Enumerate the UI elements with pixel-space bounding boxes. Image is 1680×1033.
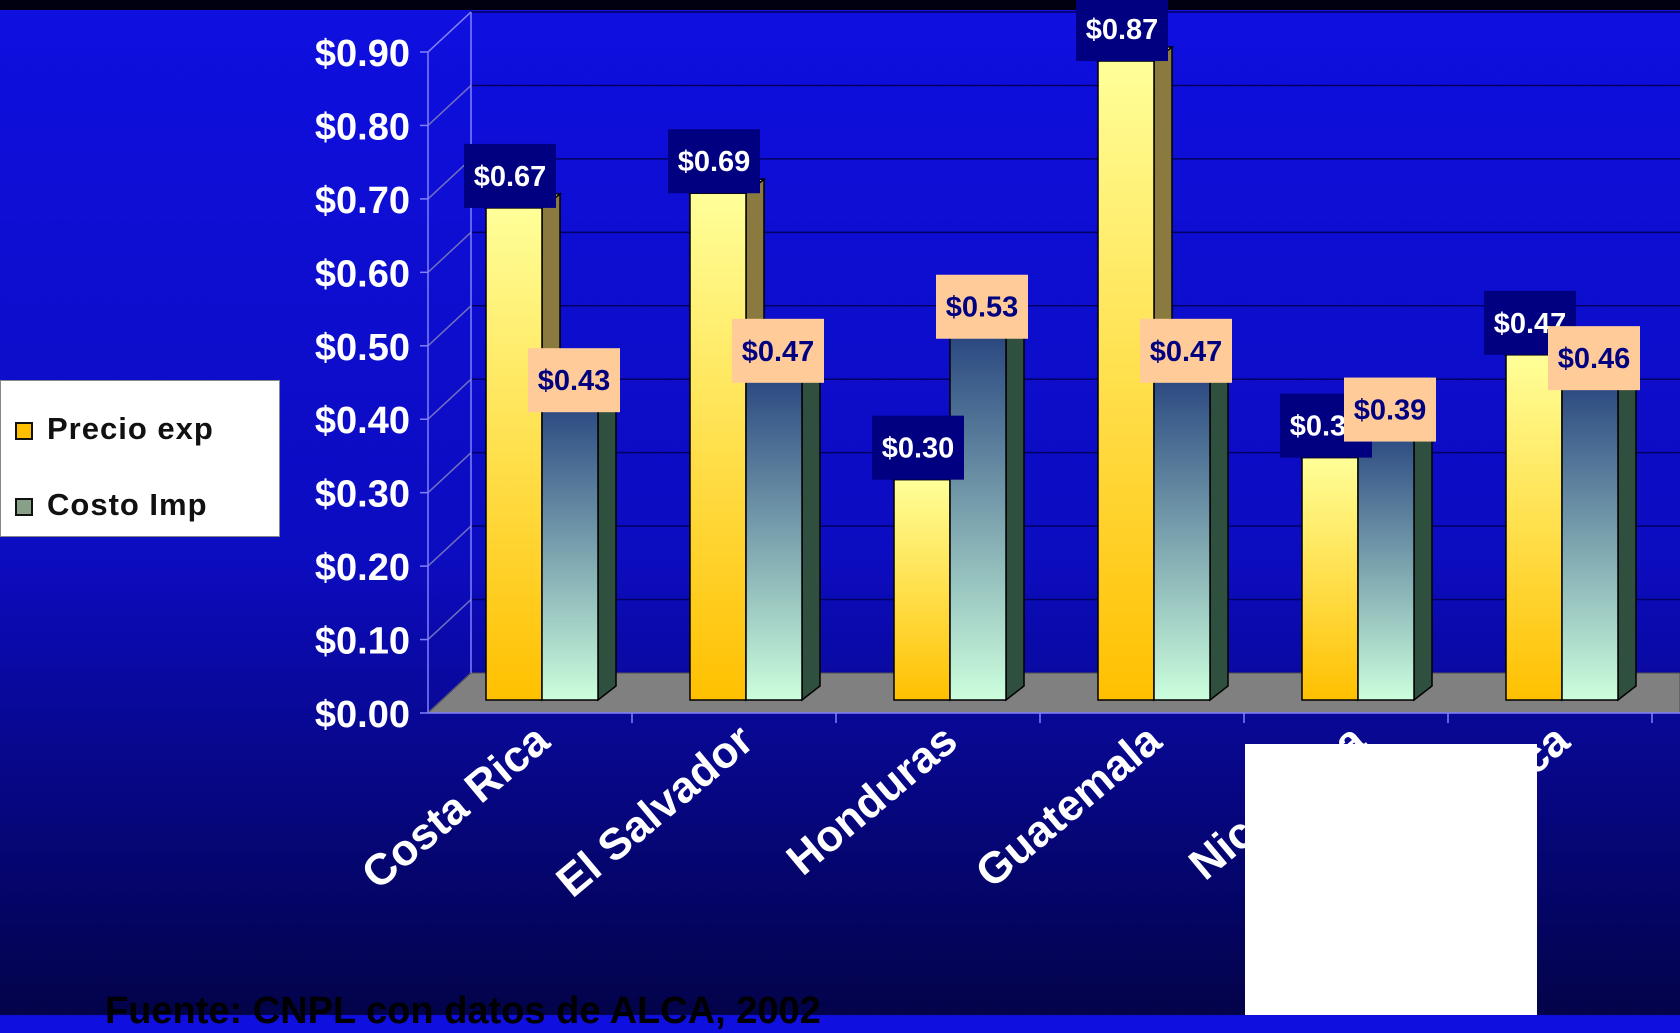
legend: Precio exp Costo Imp xyxy=(0,380,280,537)
bar-precio xyxy=(485,207,543,701)
bar-precio xyxy=(1301,456,1359,701)
bar-precio xyxy=(893,478,951,701)
data-label-box xyxy=(872,415,964,480)
x-tick-label: El Salvador xyxy=(547,715,762,907)
bar-side xyxy=(801,339,821,702)
y-tick-label: $0.30 xyxy=(315,474,410,516)
data-label-costo: $0.47 xyxy=(742,336,815,368)
data-label-precio: $0.87 xyxy=(1086,14,1159,46)
x-tick-label: Costa Rica xyxy=(353,715,559,899)
legend-item-precio: Precio exp xyxy=(15,411,214,447)
y-tick-label: $0.50 xyxy=(315,327,410,369)
data-label-costo: $0.43 xyxy=(538,365,611,397)
gridline-side xyxy=(427,84,472,126)
gridline-side xyxy=(427,452,472,494)
source-note: Fuente: CNPL con datos de ALCA, 2002 xyxy=(105,990,821,1032)
x-tick-label: Guatemala xyxy=(967,715,1171,897)
data-label-box xyxy=(528,348,620,413)
bar-side xyxy=(1209,339,1229,702)
top-bar xyxy=(0,0,1680,10)
data-label-costo: $0.53 xyxy=(946,292,1019,324)
data-label-precio: $0.30 xyxy=(882,433,955,465)
data-label-costo: $0.46 xyxy=(1558,343,1631,375)
bar-costo xyxy=(541,383,599,701)
gridline-side xyxy=(427,158,472,200)
y-tick-label: $0.10 xyxy=(315,621,410,663)
legend-label-precio: Precio exp xyxy=(47,411,214,446)
data-label-box xyxy=(1140,318,1232,383)
y-tick-label: $0.60 xyxy=(315,253,410,295)
data-label-box xyxy=(1548,326,1640,391)
bar-costo xyxy=(745,354,803,701)
data-label-precio: $0.67 xyxy=(474,161,547,193)
legend-item-costo: Costo Imp xyxy=(15,487,208,523)
legend-swatch-precio xyxy=(15,421,33,440)
data-label-box xyxy=(464,143,556,208)
bar-side xyxy=(1617,346,1637,702)
legend-swatch-costo xyxy=(15,497,33,516)
axis-layer: $0.00 $0.10 $0.20 $0.30 $0.40 $0.50 $0.60 $0.70… xyxy=(315,11,1680,736)
y-tick-label: $0.00 xyxy=(315,694,410,736)
bar-costo xyxy=(1153,354,1211,701)
gridline-side xyxy=(427,378,472,420)
bar-layer xyxy=(483,45,1639,702)
y-axis-top-edge xyxy=(427,11,472,53)
label-layer: $0.67 $0.43 $0.69 $0.47 $0.30 $0.53 $0.87 $0.47… xyxy=(464,0,1640,480)
data-label-costo: $0.39 xyxy=(1354,395,1427,427)
y-tick-label: $0.40 xyxy=(315,400,410,442)
bar-side xyxy=(1413,398,1433,702)
y-tick-label: $0.80 xyxy=(315,106,410,148)
bar-costo xyxy=(1561,361,1619,701)
data-label-box xyxy=(732,318,824,383)
data-label-box xyxy=(936,274,1028,339)
x-tick-label: Honduras xyxy=(778,715,967,885)
y-tick-label: $0.20 xyxy=(315,547,410,589)
y-tick-label: $0.90 xyxy=(315,33,410,75)
data-label-box xyxy=(668,129,760,194)
bar-precio xyxy=(1505,354,1563,701)
bar-side xyxy=(597,368,617,702)
bar-side xyxy=(1005,295,1025,702)
gridline-side xyxy=(427,599,472,641)
gridline-side xyxy=(427,231,472,273)
data-label-costo: $0.47 xyxy=(1150,336,1223,368)
bar-precio xyxy=(689,192,747,701)
overlay-white-box xyxy=(1245,744,1537,1015)
y-tick-label: $0.70 xyxy=(315,180,410,222)
bar-costo xyxy=(1357,412,1415,701)
data-label-box xyxy=(1344,377,1436,442)
data-label-box xyxy=(1076,0,1168,62)
data-label-precio: $0.69 xyxy=(678,146,751,178)
legend-label-costo: Costo Imp xyxy=(47,487,208,522)
gridline-side xyxy=(427,525,472,567)
bar-costo xyxy=(949,309,1007,701)
gridline-side xyxy=(427,305,472,347)
